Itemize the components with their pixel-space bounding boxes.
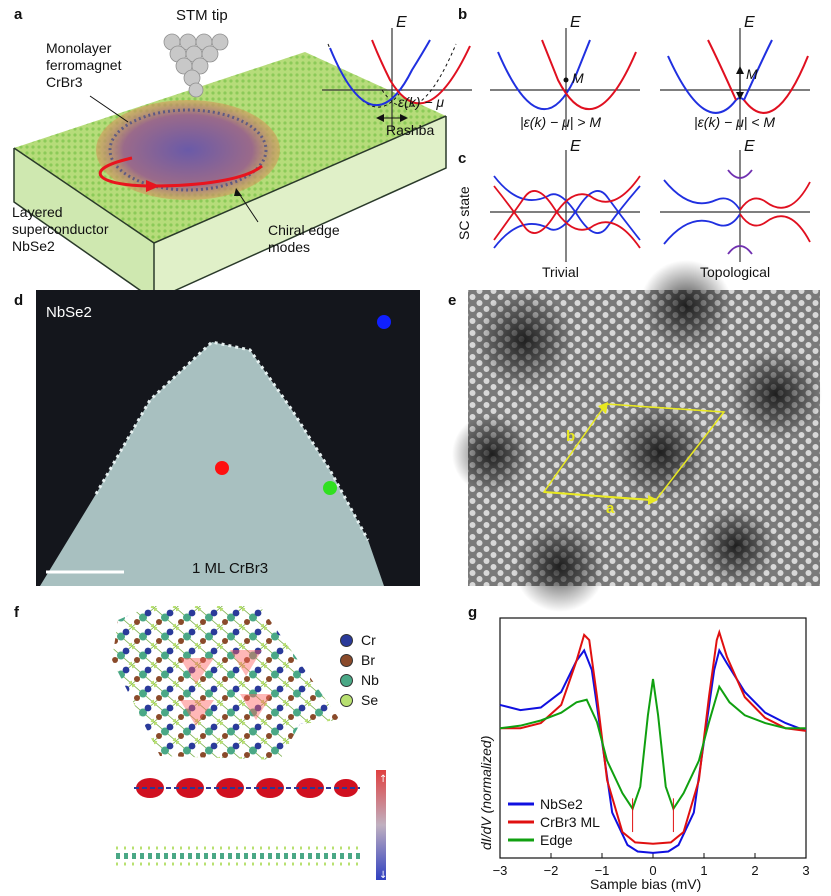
energy-axis-label-b1: E: [396, 14, 407, 31]
legend-text: Edge: [540, 832, 573, 848]
svg-text:↓: ↓: [379, 870, 387, 881]
substrate-right-face: [154, 116, 446, 300]
chiral-label-1: Chiral edge: [268, 222, 340, 238]
stm-tip-label: STM tip: [176, 7, 228, 24]
band-diagram-c1: [490, 150, 641, 262]
crbr3-island: [40, 342, 384, 586]
condition-b3: |ε(k) − μ| < M: [694, 114, 775, 130]
legend-swatch: [340, 653, 353, 667]
m-label-b2: M: [572, 70, 584, 86]
x-tick-label: −1: [595, 863, 610, 878]
panel-label-a: a: [14, 6, 23, 23]
atom-legend: Cr Br Nb Se: [340, 630, 379, 710]
rashba-label: Rashba: [386, 122, 435, 138]
y-axis-label: dI/dV (normalized): [478, 735, 494, 850]
band-diagram-b1: [322, 28, 472, 130]
x-axis-label: Sample bias (mV): [590, 876, 702, 892]
band-diagram-b3: [660, 28, 810, 130]
crbr3-label-d: 1 ML CrBr3: [192, 560, 269, 577]
legend-label: Se: [361, 692, 379, 708]
epsilon-label: ε(k) − μ: [398, 94, 445, 110]
energy-axis-label-b3: E: [744, 14, 755, 31]
crbr3-flake: [96, 100, 280, 200]
panel-label-b: b: [458, 6, 468, 23]
layered-label-3: NbSe2: [12, 238, 55, 254]
spin-colorbar: [376, 770, 386, 880]
band-diagram-c2: [660, 150, 811, 262]
panel-label-g: g: [468, 604, 478, 621]
legend-item-cr: Cr: [340, 630, 379, 650]
nbse2-label-d: NbSe2: [46, 304, 92, 321]
m-label-b3: M: [746, 66, 758, 82]
substrate-front-face: [14, 148, 154, 300]
series-line-edge: [499, 678, 806, 811]
legend-item-nb: Nb: [340, 670, 379, 690]
layered-label-2: superconductor: [12, 221, 109, 237]
crbr3-side-view: [134, 778, 360, 798]
trivial-label: Trivial: [542, 264, 579, 280]
legend-label: Nb: [361, 672, 379, 688]
monolayer-label-2: ferromagnet: [46, 57, 122, 73]
svg-text:↑: ↑: [379, 774, 387, 785]
panel-label-e: e: [448, 292, 457, 309]
x-tick-label: 3: [802, 863, 809, 878]
lattice-vector-a: a: [606, 500, 615, 517]
stm-tip-icon: [163, 33, 229, 98]
series-line-crbr3-ml: [500, 628, 807, 845]
energy-axis-label-c1: E: [570, 138, 581, 155]
energy-axis-label-c2: E: [744, 138, 755, 155]
x-tick-label: −2: [544, 863, 559, 878]
panel-label-c: c: [458, 150, 467, 167]
green-marker: [323, 481, 337, 495]
legend-text: NbSe2: [540, 796, 583, 812]
lattice-vector-b: b: [566, 428, 576, 445]
crystal-lattice: [112, 606, 340, 760]
x-tick-label: −3: [493, 863, 508, 878]
legend-swatch: [340, 673, 353, 687]
legend-swatch: [340, 693, 353, 707]
red-marker: [215, 461, 229, 475]
monolayer-label-1: Monolayer: [46, 40, 112, 56]
band-diagram-b2: [490, 28, 640, 130]
x-tick-label: 1: [700, 863, 707, 878]
legend-label: Br: [361, 652, 375, 668]
panel-label-d: d: [14, 292, 24, 309]
legend-item-br: Br: [340, 650, 379, 670]
layered-label-1: Layered: [12, 204, 63, 220]
x-tick-label: 2: [751, 863, 758, 878]
energy-axis-label-b2: E: [570, 14, 581, 31]
condition-b2: |ε(k) − μ| > M: [520, 114, 601, 130]
blue-marker: [377, 315, 391, 329]
x-tick-label: 0: [649, 863, 656, 878]
panel-label-f: f: [14, 604, 19, 621]
nbse2-side-view: [116, 846, 362, 866]
legend-item-se: Se: [340, 690, 379, 710]
monolayer-label-3: CrBr3: [46, 74, 83, 90]
legend-label: Cr: [361, 632, 376, 648]
chiral-label-2: modes: [268, 239, 311, 255]
legend-text: CrBr3 ML: [540, 814, 600, 830]
series-line-nbse2: [499, 647, 807, 854]
legend-swatch: [340, 633, 353, 647]
